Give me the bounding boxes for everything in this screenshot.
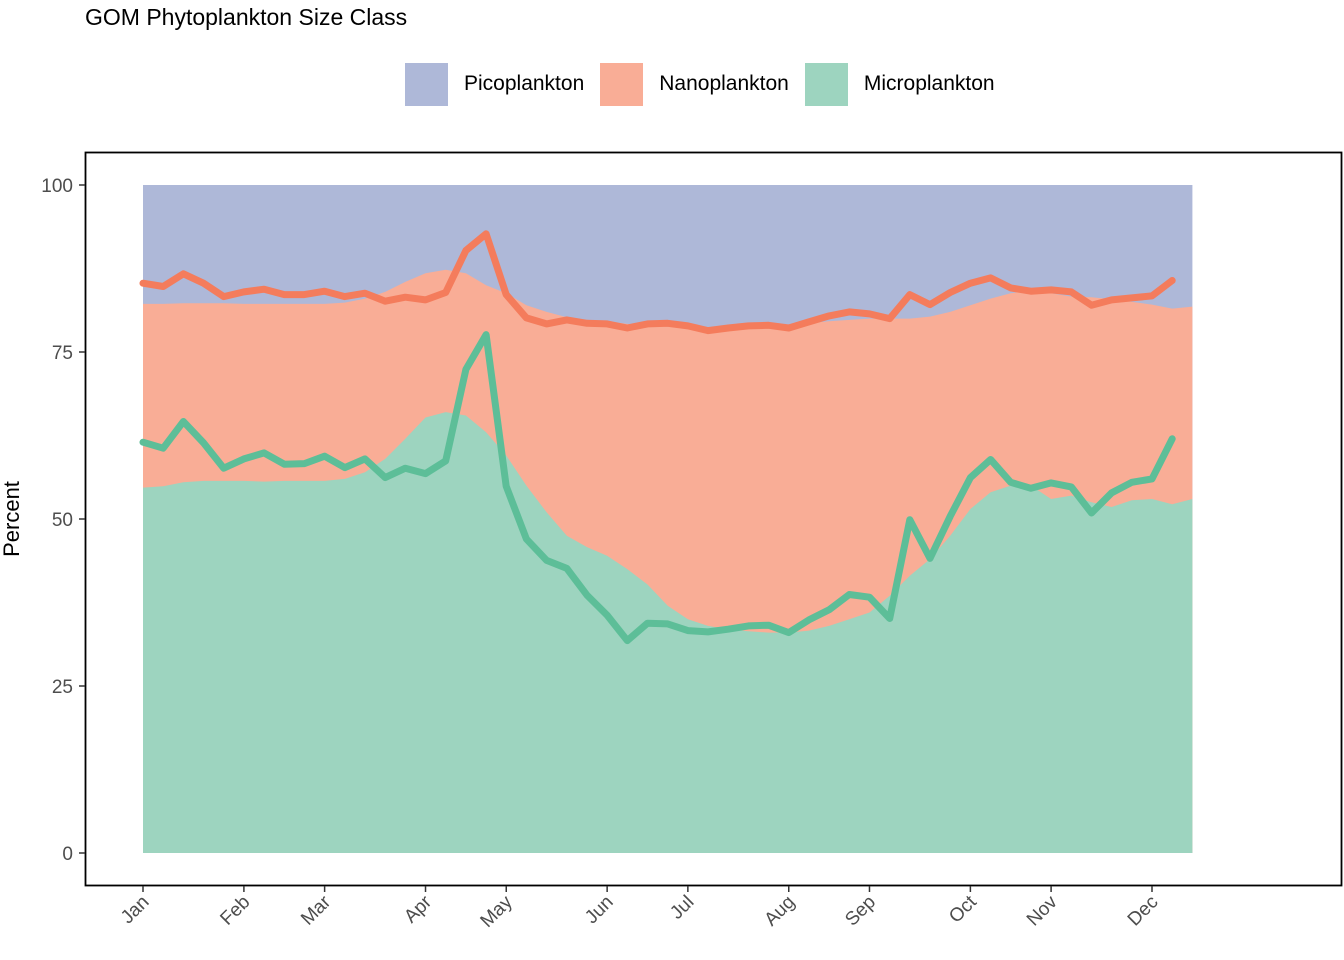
- x-axis: Jan Feb Mar Apr May Jun Jul Aug Sep Oct Nov Dec: [117, 886, 1163, 932]
- line-microplankton: [139, 331, 1176, 645]
- x-tick-label-jun: Jun: [581, 892, 618, 929]
- area-layers: [143, 185, 1193, 853]
- legend-swatch-picoplankton: [405, 62, 448, 106]
- legend-label-nanoplankton: Nanoplankton: [659, 72, 789, 95]
- area-microplankton: [143, 412, 1193, 853]
- x-tick-label-sep: Sep: [841, 892, 880, 931]
- x-tick-label-may: May: [477, 891, 518, 932]
- legend-label-microplankton: Microplankton: [863, 72, 995, 95]
- panel-border: [84, 151, 1343, 887]
- x-tick-label-dec: Dec: [1124, 892, 1163, 931]
- y-tick-label-0: 0: [62, 844, 73, 865]
- x-tick-label-mar: Mar: [297, 891, 335, 929]
- legend-swatch-microplankton: [804, 62, 848, 106]
- line-layers: [139, 230, 1176, 645]
- y-tick-label-75: 75: [52, 343, 73, 364]
- y-tick-label-25: 25: [52, 677, 73, 698]
- legend-item-nanoplankton: Nanoplankton: [600, 62, 789, 106]
- legend-label-picoplankton: Picoplankton: [464, 72, 585, 95]
- legend-item-microplankton: Microplankton: [804, 62, 995, 106]
- legend-swatch-nanoplankton: [600, 62, 644, 106]
- chart-title: GOM Phytoplankton Size Class: [85, 4, 408, 30]
- x-tick-label-nov: Nov: [1023, 891, 1062, 930]
- x-tick-label-jul: Jul: [666, 892, 698, 924]
- x-tick-label-aug: Aug: [761, 892, 800, 931]
- y-tick-label-50: 50: [52, 510, 73, 531]
- x-tick-label-oct: Oct: [945, 891, 981, 927]
- x-tick-label-apr: Apr: [400, 891, 436, 927]
- legend-item-picoplankton: Picoplankton: [405, 62, 585, 106]
- x-tick-label-feb: Feb: [216, 892, 254, 930]
- x-tick-label-jan: Jan: [117, 892, 154, 929]
- line-nanoplankton: [139, 230, 1176, 335]
- y-tick-label-100: 100: [41, 176, 73, 197]
- y-axis: 0 25 50 75 100: [41, 176, 85, 865]
- y-axis-title: Percent: [0, 481, 24, 557]
- legend: Picoplankton Nanoplankton Microplankton: [405, 62, 1011, 106]
